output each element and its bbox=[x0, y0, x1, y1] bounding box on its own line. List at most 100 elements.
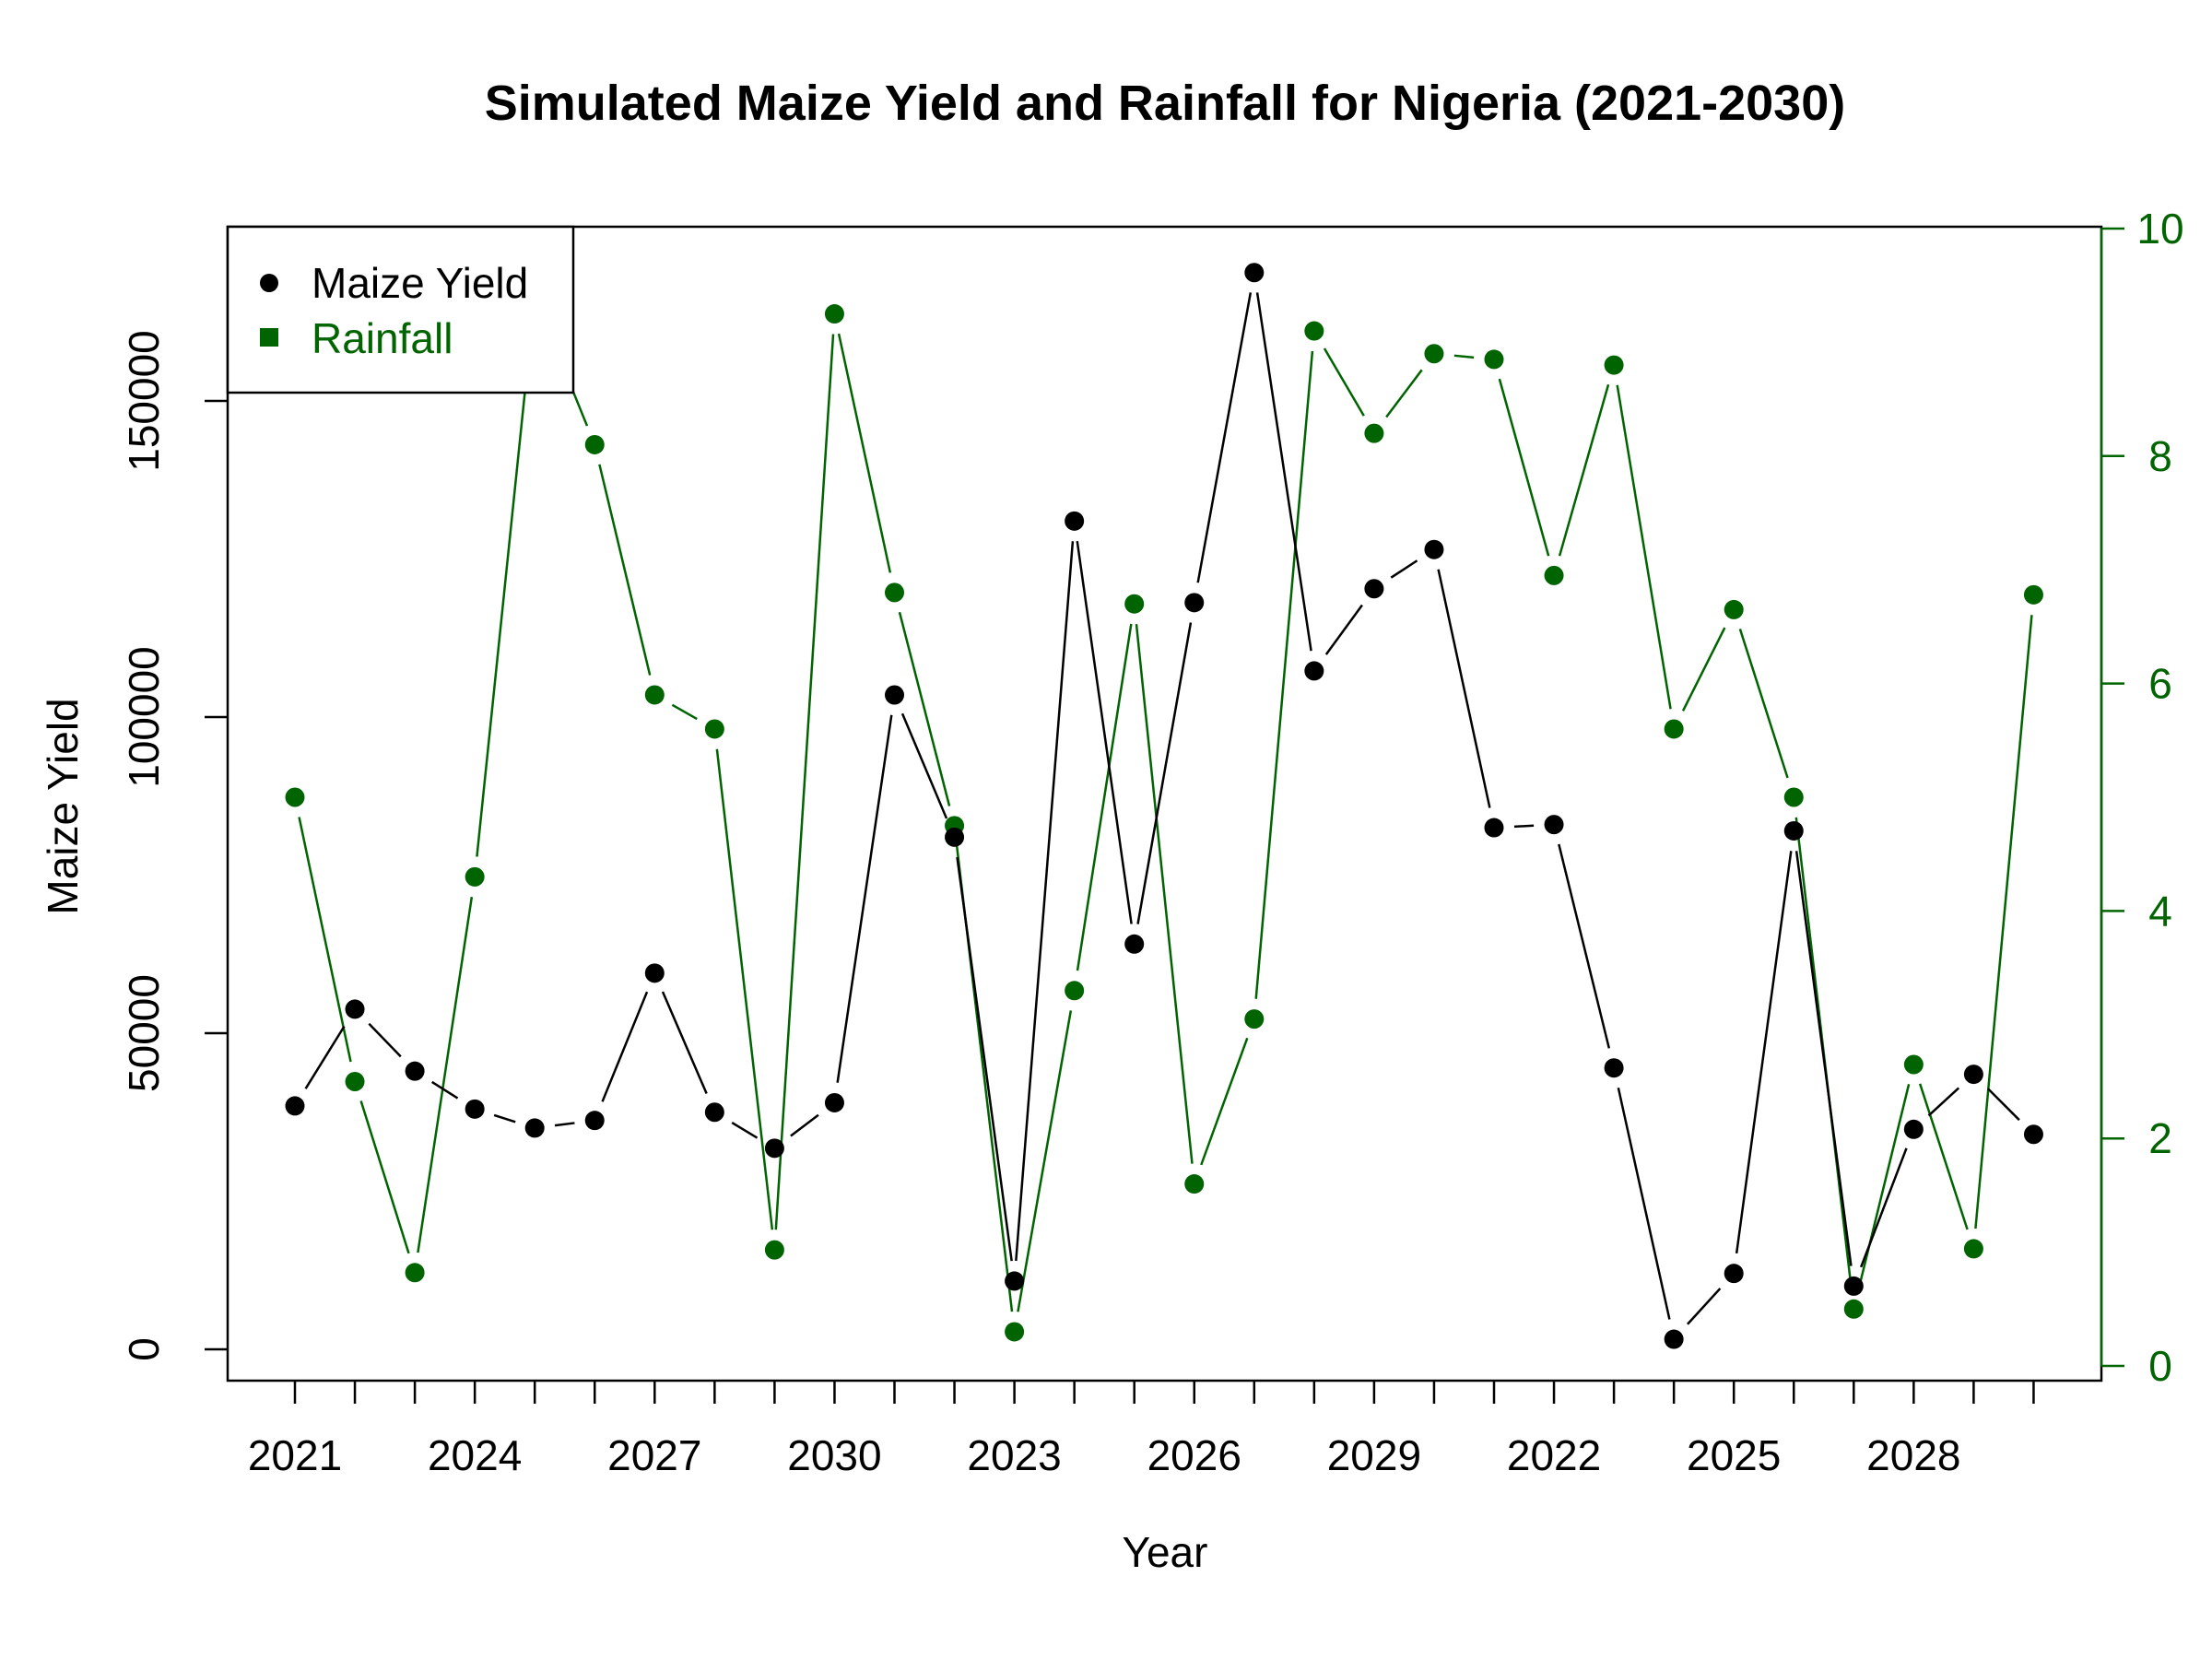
maize-yield-segment bbox=[1076, 540, 1133, 924]
maize-yield-segment bbox=[1255, 292, 1312, 652]
x-tick-label: 2027 bbox=[607, 1431, 701, 1479]
maize-yield-point bbox=[2023, 1124, 2043, 1145]
rainfall-point bbox=[2023, 584, 2043, 605]
rainfall-segment bbox=[671, 703, 698, 721]
maize-yield-point bbox=[644, 963, 665, 983]
x-tick-label: 2030 bbox=[787, 1431, 881, 1479]
maize-yield-segment bbox=[1859, 1147, 1908, 1268]
maize-yield-point bbox=[1065, 511, 1085, 531]
maize-yield-segment bbox=[1735, 851, 1793, 1254]
rainfall-point bbox=[1244, 1009, 1265, 1030]
rainfall-point bbox=[1843, 1299, 1864, 1319]
rainfall-point bbox=[1364, 423, 1384, 443]
maize-yield-point bbox=[1244, 263, 1265, 283]
legend-marker-rainfall bbox=[260, 328, 278, 347]
x-tick-label: 2021 bbox=[248, 1431, 342, 1479]
rainfall-segment bbox=[1017, 1010, 1073, 1312]
rainfall-segment bbox=[898, 611, 951, 806]
x-tick-label: 2022 bbox=[1507, 1431, 1601, 1479]
legend: Maize Yield Rainfall bbox=[226, 225, 575, 394]
maize-yield-segment bbox=[1987, 1088, 2020, 1122]
maize-yield-segment bbox=[554, 1122, 575, 1127]
rainfall-segment bbox=[298, 817, 352, 1063]
rainfall-point bbox=[764, 1240, 784, 1260]
maize-yield-segment bbox=[1794, 851, 1853, 1266]
maize-yield-segment bbox=[368, 1022, 402, 1058]
y-right-tick-label: 2 bbox=[2148, 1114, 2172, 1162]
maize-yield-segment bbox=[790, 1113, 819, 1137]
rainfall-point bbox=[1664, 719, 1684, 739]
rainfall-point bbox=[1424, 344, 1444, 364]
plot-frame-layer: 2021 2024 2027 2030 2023 2026 2029 2022 2025 2028… bbox=[120, 205, 2184, 1479]
maize-yield-segment bbox=[1617, 1087, 1671, 1320]
x-tick-label: 2023 bbox=[967, 1431, 1061, 1479]
maize-yield-segment bbox=[1558, 843, 1611, 1049]
rainfall-segment bbox=[1974, 615, 2033, 1230]
rainfall-point bbox=[644, 685, 665, 705]
legend-label-maize: Maize Yield bbox=[312, 259, 528, 307]
y-left-tick-label: 50000 bbox=[120, 974, 168, 1092]
rainfall-segment bbox=[476, 316, 535, 857]
plot-area-border bbox=[226, 225, 2103, 1382]
rainfall-point bbox=[824, 304, 844, 324]
x-axis-label: Year bbox=[1123, 1528, 1208, 1576]
rainfall-point bbox=[1903, 1054, 1924, 1075]
maize-yield-point bbox=[1604, 1058, 1624, 1078]
legend-box bbox=[226, 225, 575, 394]
maize-yield-point bbox=[1304, 661, 1324, 681]
rainfall-segment bbox=[417, 896, 474, 1253]
rainfall-point bbox=[285, 787, 305, 807]
rainfall-segment bbox=[359, 1100, 410, 1254]
x-tick-label: 2029 bbox=[1327, 1431, 1421, 1479]
legend-marker-maize bbox=[260, 274, 278, 292]
maize-yield-segment bbox=[956, 856, 1013, 1262]
rainfall-segment bbox=[1135, 623, 1194, 1164]
maize-yield-point bbox=[1484, 818, 1504, 838]
maize-yield-segment bbox=[1390, 559, 1418, 579]
maize-yield-point bbox=[764, 1138, 784, 1159]
y-right-tick-label: 0 bbox=[2148, 1342, 2172, 1390]
rainfall-point bbox=[885, 582, 904, 603]
rainfall-segment bbox=[1498, 378, 1550, 557]
y-right-tick-label: 4 bbox=[2148, 887, 2172, 935]
maize-yield-point bbox=[1724, 1264, 1744, 1284]
maize-yield-segment bbox=[304, 1025, 346, 1089]
maize-yield-segment bbox=[900, 712, 948, 819]
x-tick-label: 2026 bbox=[1147, 1431, 1241, 1479]
maize-yield-point bbox=[885, 685, 904, 705]
maize-yield-point bbox=[1364, 579, 1384, 599]
rainfall-segment bbox=[1076, 623, 1133, 971]
rainfall-point bbox=[1963, 1239, 1983, 1259]
maize-yield-point bbox=[405, 1061, 425, 1081]
maize-yield-point bbox=[1124, 934, 1145, 954]
chart-title: Simulated Maize Yield and Rainfall for N… bbox=[485, 76, 1845, 131]
rainfall-point bbox=[405, 1263, 425, 1283]
maize-yield-point bbox=[824, 1092, 844, 1112]
rainfall-point bbox=[465, 866, 485, 887]
rainfall-segment bbox=[1254, 350, 1314, 999]
x-tick-label: 2025 bbox=[1687, 1431, 1781, 1479]
maize-yield-segment bbox=[731, 1122, 759, 1139]
rainfall-segment bbox=[1453, 354, 1475, 359]
rainfall-point bbox=[1005, 1322, 1025, 1342]
maize-yield-segment bbox=[1324, 604, 1363, 655]
y-axis-label: Maize Yield bbox=[39, 698, 87, 914]
rainfall-segment bbox=[598, 464, 652, 676]
rainfall-segment bbox=[774, 334, 835, 1230]
rainfall-point bbox=[1124, 594, 1145, 614]
maize-yield-point bbox=[1903, 1119, 1924, 1139]
maize-yield-segment bbox=[601, 991, 649, 1102]
rainfall-segment bbox=[1918, 1083, 1969, 1230]
maize-yield-segment bbox=[1015, 541, 1075, 1262]
maize-yield-point bbox=[465, 1099, 485, 1119]
maize-yield-point bbox=[285, 1096, 305, 1116]
rainfall-segment bbox=[1200, 1037, 1249, 1166]
y-left-tick-label: 150000 bbox=[120, 330, 168, 472]
rainfall-point bbox=[1304, 321, 1324, 341]
text-layer: Simulated Maize Yield and Rainfall for N… bbox=[39, 76, 1845, 1576]
maize-yield-segment bbox=[1513, 824, 1535, 829]
rainfall-segment bbox=[1738, 628, 1789, 779]
rainfall-segment bbox=[837, 333, 892, 573]
y-right-tick-label: 6 bbox=[2148, 660, 2172, 708]
